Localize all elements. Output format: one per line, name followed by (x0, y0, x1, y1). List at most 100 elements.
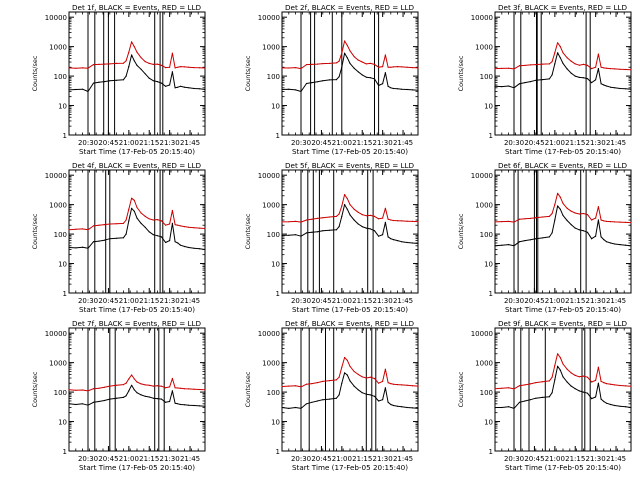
data-point-lld (412, 220, 414, 222)
data-point-events (300, 90, 302, 93)
data-point-lld (586, 64, 589, 66)
x-tick-label: 21:30 (586, 139, 606, 147)
data-point-events (288, 88, 290, 90)
data-point-events (199, 405, 201, 407)
x-tick-label: 20:30 (291, 139, 311, 147)
data-point-lld (98, 63, 100, 65)
data-point-lld (199, 388, 201, 391)
data-point-lld (554, 364, 556, 367)
data-point-events (87, 90, 89, 93)
data-point-events (144, 226, 146, 228)
y-axis-label: Counts/sec (244, 213, 252, 249)
x-axis-label: Start Time (17-Feb-05 20:15:40) (79, 147, 195, 156)
data-point-events (349, 214, 351, 216)
data-point-events (582, 77, 585, 79)
data-point-events (390, 87, 392, 89)
data-point-lld (165, 387, 167, 389)
data-point-lld (125, 60, 127, 62)
data-point-events (75, 88, 77, 91)
data-point-lld (535, 382, 537, 384)
data-point-events (574, 388, 576, 390)
data-point-events (288, 407, 290, 409)
data-point-events (542, 79, 544, 81)
data-point-events (199, 88, 201, 90)
data-point-events (373, 78, 376, 80)
data-point-lld (603, 382, 605, 384)
data-point-events (109, 398, 111, 400)
data-point-events (281, 88, 283, 91)
data-point-events (384, 72, 386, 74)
data-point-lld (508, 220, 510, 222)
data-point-lld (557, 192, 559, 194)
data-point-lld (188, 388, 190, 390)
data-point-events (614, 243, 616, 245)
data-point-lld (341, 366, 343, 368)
subplot-title: Det 1f, BLACK = Events, RED = LLD (72, 3, 202, 12)
data-point-events (311, 401, 313, 403)
series-events (281, 204, 419, 244)
data-point-lld (165, 224, 167, 226)
x-tick-label: 21:15 (565, 297, 585, 305)
x-tick-label: 21:15 (565, 139, 585, 147)
data-point-lld (373, 215, 376, 217)
data-point-lld (361, 61, 363, 63)
data-point-events (204, 88, 206, 91)
data-point-events (392, 239, 395, 241)
data-point-lld (600, 219, 602, 221)
data-point-lld (361, 214, 363, 216)
data-point-lld (578, 64, 580, 66)
data-point-events (591, 398, 593, 400)
data-point-lld (98, 224, 100, 226)
data-point-events (152, 397, 154, 399)
x-tick-label: 20:30 (78, 455, 98, 463)
data-point-events (390, 403, 392, 406)
y-tick-label: 10000 (45, 172, 67, 180)
x-tick-label: 21:00 (332, 297, 352, 305)
data-point-lld (582, 63, 585, 65)
data-point-lld (548, 215, 551, 217)
data-point-events (357, 223, 359, 225)
data-point-events (614, 87, 616, 89)
data-point-events (603, 239, 605, 241)
data-point-lld (322, 63, 324, 65)
data-point-events (570, 72, 572, 74)
data-point-lld (387, 66, 389, 68)
data-point-lld (559, 356, 561, 359)
data-point-events (125, 395, 127, 397)
data-point-events (353, 67, 355, 69)
data-point-lld (501, 387, 503, 389)
data-point-events (574, 227, 576, 229)
data-point-lld (406, 220, 408, 222)
data-point-lld (605, 383, 608, 385)
data-point-lld (392, 383, 395, 385)
data-point-events (188, 246, 190, 249)
data-point-lld (131, 41, 133, 43)
data-point-events (344, 52, 346, 54)
data-point-lld (169, 386, 171, 388)
data-point-lld (508, 67, 510, 69)
data-point-lld (494, 388, 496, 390)
y-tick-label: 10000 (471, 14, 493, 22)
data-point-lld (600, 380, 602, 382)
data-point-lld (329, 62, 331, 64)
data-point-events (605, 402, 608, 404)
data-point-events (122, 396, 124, 398)
y-axis-label: Counts/sec (457, 371, 465, 407)
subplot-title: Det 2f, BLACK = Events, RED = LLD (285, 3, 415, 12)
y-tick-label: 1000 (49, 360, 67, 368)
data-point-lld (344, 40, 346, 42)
data-point-events (619, 244, 621, 246)
data-point-lld (169, 223, 171, 225)
data-point-lld (529, 64, 532, 66)
data-point-events (373, 230, 376, 232)
data-point-lld (582, 212, 585, 215)
data-point-lld (341, 52, 343, 54)
data-point-lld (344, 356, 346, 359)
data-point-events (131, 384, 133, 386)
data-point-events (559, 57, 561, 59)
data-point-events (169, 84, 171, 86)
data-point-events (338, 76, 340, 78)
x-tick-label: 21:15 (352, 139, 372, 147)
data-point-lld (542, 216, 544, 218)
data-point-events (281, 406, 283, 409)
